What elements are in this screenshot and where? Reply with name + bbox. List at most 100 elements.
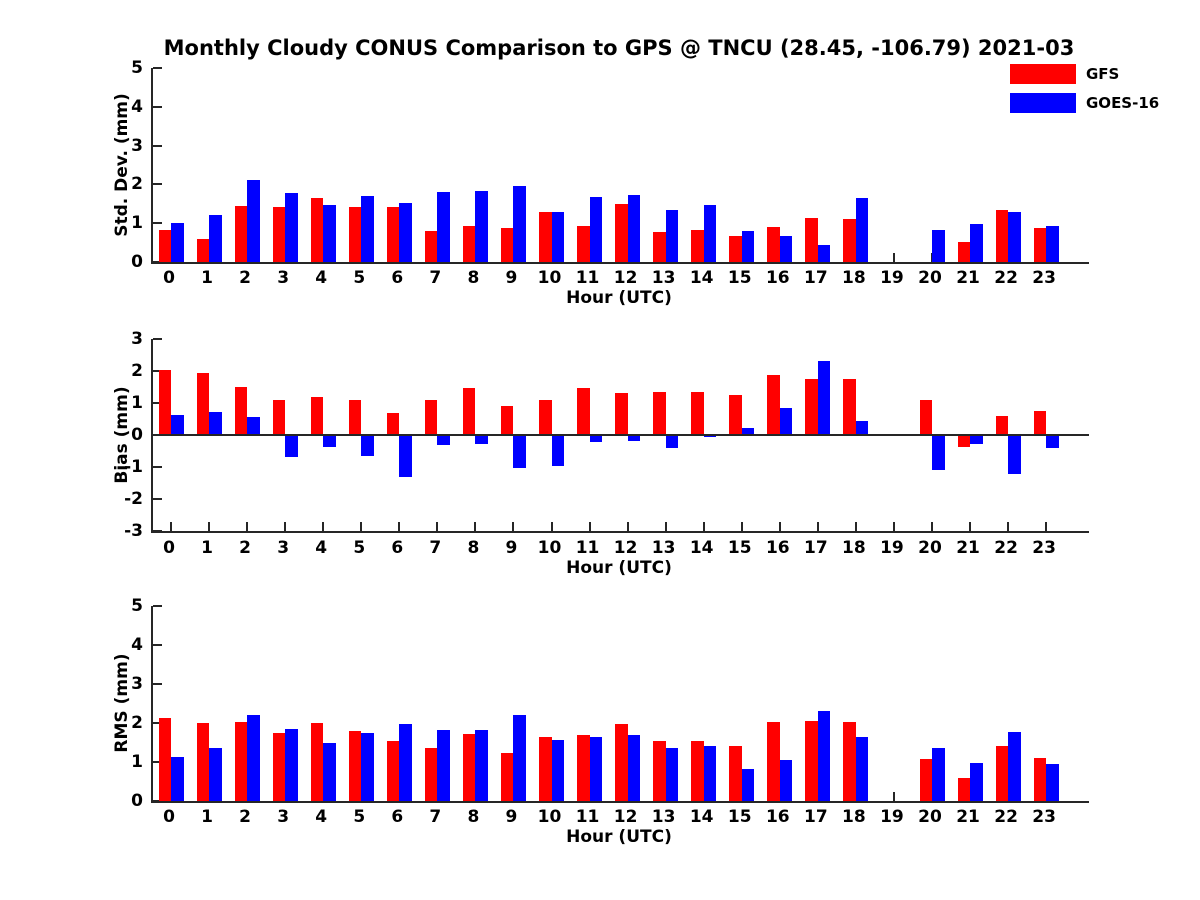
x-tick-label: 23 <box>1032 807 1056 827</box>
y-tick-label: -3 <box>124 521 143 541</box>
plot-area-std-dev <box>151 67 1089 264</box>
x-tick <box>1045 522 1048 531</box>
x-tick-label: 11 <box>575 807 600 827</box>
x-tick-label: 14 <box>689 807 714 827</box>
legend-swatch-goes16 <box>1010 93 1076 113</box>
x-tick-label: 16 <box>765 538 790 558</box>
bar-goes-16-h10 <box>551 739 564 801</box>
bar-goes-16-h17 <box>817 244 831 262</box>
x-axis-label-rms: Hour (UTC) <box>566 827 672 847</box>
bar-gfs-h12 <box>615 392 628 435</box>
x-tick <box>740 522 743 531</box>
bar-goes-16-h1 <box>209 214 222 262</box>
bar-gfs-h17 <box>805 379 818 435</box>
bar-gfs-h2 <box>234 205 248 262</box>
x-tick-label: 16 <box>765 268 790 288</box>
bar-goes-16-h20 <box>932 435 945 470</box>
bar-goes-16-h3 <box>285 728 298 801</box>
x-tick-label: 19 <box>880 268 904 288</box>
bar-gfs-h10 <box>539 211 552 262</box>
x-tick-label: 10 <box>537 268 562 288</box>
x-tick-label: 13 <box>651 538 676 558</box>
y-tick <box>153 144 162 147</box>
x-tick-label: 23 <box>1032 268 1056 288</box>
bar-gfs-h22 <box>995 415 1009 435</box>
x-tick <box>969 522 972 531</box>
x-tick-label: 21 <box>956 268 980 288</box>
bar-gfs-h13 <box>653 741 666 801</box>
bar-gfs-h8 <box>462 225 476 262</box>
bar-gfs-h11 <box>577 225 590 262</box>
x-tick-label: 19 <box>880 807 904 827</box>
bar-goes-16-h0 <box>171 757 184 801</box>
legend-swatch-gfs <box>1010 64 1076 84</box>
bar-goes-16-h0 <box>171 223 184 262</box>
bar-gfs-h12 <box>615 723 628 801</box>
bar-goes-16-h13 <box>665 209 679 262</box>
bar-goes-16-h16 <box>779 760 793 801</box>
y-tick <box>153 644 162 646</box>
bar-gfs-h9 <box>500 406 514 435</box>
bar-gfs-h1 <box>196 373 210 435</box>
bar-gfs-h23 <box>1033 757 1047 801</box>
bar-goes-16-h18 <box>855 197 869 262</box>
bar-goes-16-h5 <box>361 196 374 262</box>
bar-goes-16-h10 <box>551 211 564 262</box>
y-tick <box>153 761 162 763</box>
bar-goes-16-h4 <box>323 204 336 262</box>
x-tick-label: 10 <box>537 538 562 558</box>
bar-goes-16-h20 <box>932 229 945 262</box>
bar-goes-16-h7 <box>437 730 450 801</box>
bar-gfs-h4 <box>310 723 324 801</box>
bar-goes-16-h8 <box>475 435 488 444</box>
x-tick-label: 12 <box>613 268 638 288</box>
bar-goes-16-h12 <box>627 734 641 801</box>
y-tick <box>153 683 162 685</box>
x-tick-label: 12 <box>613 538 638 558</box>
x-tick-label: 17 <box>804 268 828 288</box>
bar-gfs-h9 <box>500 752 514 801</box>
bar-gfs-h13 <box>653 231 666 262</box>
x-tick <box>284 522 287 531</box>
x-tick <box>931 522 933 531</box>
y-tick <box>153 530 162 532</box>
y-tick <box>153 722 162 724</box>
bar-gfs-h9 <box>500 227 514 262</box>
x-tick-label: 8 <box>467 268 480 288</box>
x-tick <box>1007 522 1010 531</box>
bar-goes-16-h6 <box>399 203 412 262</box>
x-tick-label: 18 <box>842 807 866 827</box>
bar-gfs-h0 <box>158 370 171 435</box>
y-tick-label: 3 <box>131 135 143 156</box>
bar-gfs-h14 <box>691 392 704 435</box>
x-tick-label: 0 <box>163 538 175 558</box>
bar-gfs-h3 <box>272 733 286 801</box>
y-tick-label: 2 <box>131 174 143 195</box>
bar-goes-16-h0 <box>171 415 184 435</box>
plot-area-bias <box>151 338 1089 533</box>
y-tick-label: 5 <box>131 58 143 78</box>
y-tick-label: 0 <box>131 425 143 445</box>
bar-goes-16-h6 <box>399 724 412 801</box>
bar-gfs-h22 <box>995 210 1009 262</box>
x-tick-label: 5 <box>353 538 366 558</box>
x-tick-label: 2 <box>239 268 252 288</box>
bar-goes-16-h2 <box>247 715 260 801</box>
bar-goes-16-h16 <box>779 235 793 262</box>
bar-gfs-h12 <box>615 203 628 262</box>
x-tick-label: 4 <box>315 807 328 827</box>
bar-gfs-h14 <box>691 229 704 262</box>
bar-goes-16-h21 <box>970 763 983 801</box>
x-tick-label: 22 <box>994 807 1018 827</box>
x-tick-label: 14 <box>689 268 714 288</box>
x-tick-label: 5 <box>353 807 366 827</box>
y-tick-label: 2 <box>131 713 143 733</box>
bar-gfs-h15 <box>729 395 742 435</box>
bar-goes-16-h22 <box>1008 435 1021 474</box>
y-tick-label: 0 <box>131 252 143 272</box>
x-tick-label: 21 <box>956 807 980 827</box>
bar-gfs-h8 <box>462 387 476 435</box>
bar-gfs-h7 <box>424 399 438 435</box>
bar-gfs-h18 <box>843 218 856 262</box>
y-tick-label: 3 <box>131 674 143 694</box>
